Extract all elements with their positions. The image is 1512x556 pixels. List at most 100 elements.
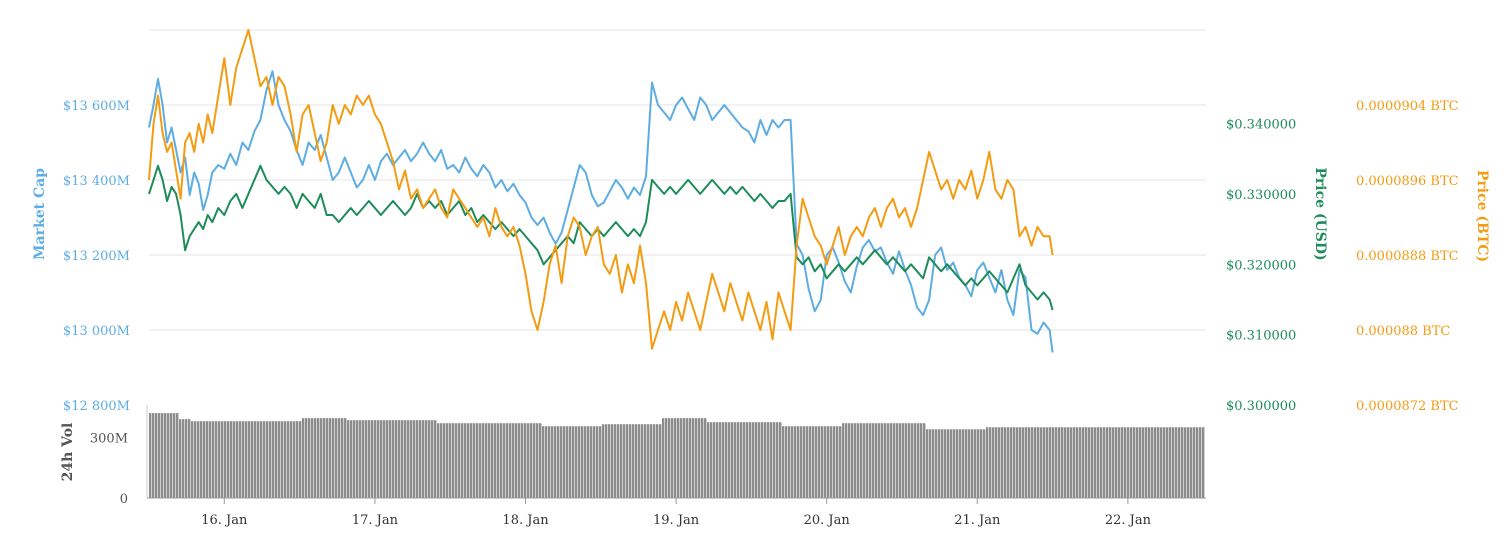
volume-bar (545, 426, 548, 498)
volume-bar (524, 423, 527, 498)
volume-bar (683, 418, 686, 498)
volume-bar (824, 426, 827, 498)
volume-bar (725, 422, 728, 498)
volume-bar (626, 424, 629, 498)
volume-bar (203, 421, 206, 498)
volume-axis-title: 24h Vol (60, 423, 76, 482)
volume-bar (245, 421, 248, 498)
volume-bar (842, 423, 845, 498)
volume-bar (662, 418, 665, 498)
volume-bar (197, 421, 200, 498)
volume-bar (473, 423, 476, 498)
volume-bar (971, 429, 974, 498)
volume-bar (578, 426, 581, 498)
volume-bar (1043, 427, 1046, 498)
volume-bar (389, 420, 392, 498)
volume-bar (434, 420, 437, 498)
volume-bar (188, 419, 191, 498)
volume-bar (236, 421, 239, 498)
volume-bar (1076, 427, 1079, 498)
date-tick-label: 22. Jan (1105, 513, 1152, 528)
volume-bar (593, 426, 596, 498)
volume-bar (1055, 427, 1058, 498)
volume-bar (377, 420, 380, 498)
volume-bar (803, 426, 806, 498)
volume-bar (782, 426, 785, 498)
volume-bar (170, 413, 173, 498)
volume-bar (335, 418, 338, 498)
volume-bar (440, 423, 443, 498)
volume-bar (698, 418, 701, 498)
volume-bar (851, 423, 854, 498)
volume-bar (929, 429, 932, 498)
volume-bar (206, 421, 209, 498)
volume-bar (998, 427, 1001, 498)
volume-bar (1151, 427, 1154, 498)
volume-bar (503, 423, 506, 498)
volume-bar (488, 423, 491, 498)
volume-bar (515, 423, 518, 498)
volume-bar (1145, 427, 1148, 498)
volume-bar (596, 426, 599, 498)
volume-bar (179, 419, 182, 498)
volume-bar (209, 421, 212, 498)
volume-bar (470, 423, 473, 498)
volume-bar (641, 424, 644, 498)
volume-bar (1049, 427, 1052, 498)
volume-bar (956, 429, 959, 498)
volume-bar (347, 420, 350, 498)
volume-bar (1124, 427, 1127, 498)
volume-bar (677, 418, 680, 498)
volume-bar (533, 423, 536, 498)
volume-bar (173, 413, 176, 498)
volume-bar (1046, 427, 1049, 498)
volume-bar (638, 424, 641, 498)
volume-bar (752, 422, 755, 498)
volume-bar (845, 423, 848, 498)
volume-bar (668, 418, 671, 498)
volume-bar (1064, 427, 1067, 498)
volume-bar (686, 418, 689, 498)
volume-bar (1106, 427, 1109, 498)
volume-bar (479, 423, 482, 498)
volume-bar (314, 418, 317, 498)
volume-bar (1202, 427, 1205, 498)
price-usd-tick-label: $0.330000 (1226, 188, 1296, 203)
volume-bar (773, 422, 776, 498)
volume-bar (500, 423, 503, 498)
volume-bar (230, 421, 233, 498)
price-btc-tick-label: 0.0000888 BTC (1356, 249, 1459, 264)
volume-bar (1016, 427, 1019, 498)
volume-bar (539, 423, 542, 498)
volume-bar (404, 420, 407, 498)
volume-bar (1184, 427, 1187, 498)
volume-bar (302, 418, 305, 498)
volume-bar (512, 423, 515, 498)
volume-bar (1031, 427, 1034, 498)
volume-bar (980, 429, 983, 498)
volume-bar (647, 424, 650, 498)
volume-bar (809, 426, 812, 498)
volume-bar (767, 422, 770, 498)
volume-bar (602, 424, 605, 498)
price-btc-axis-title: Price (BTC) (1474, 170, 1490, 262)
volume-bar (305, 418, 308, 498)
volume-bar (374, 420, 377, 498)
volume-bar (362, 420, 365, 498)
volume-bar (1172, 427, 1175, 498)
volume-bar (833, 426, 836, 498)
volume-bar (548, 426, 551, 498)
volume-bar (1085, 427, 1088, 498)
volume-bar (155, 413, 158, 498)
volume-bar (1169, 427, 1172, 498)
volume-bar (1190, 427, 1193, 498)
volume-bar (713, 422, 716, 498)
volume-bar (770, 422, 773, 498)
volume-bar (1058, 427, 1061, 498)
date-tick-label: 21. Jan (954, 513, 1001, 528)
volume-bar (239, 421, 242, 498)
volume-bar (590, 426, 593, 498)
volume-tick-label: 0 (120, 492, 128, 507)
date-axis-ticks: 16. Jan 17. Jan 18. Jan 19. Jan 20. Jan 21. J… (147, 497, 1206, 528)
volume-bar (557, 426, 560, 498)
